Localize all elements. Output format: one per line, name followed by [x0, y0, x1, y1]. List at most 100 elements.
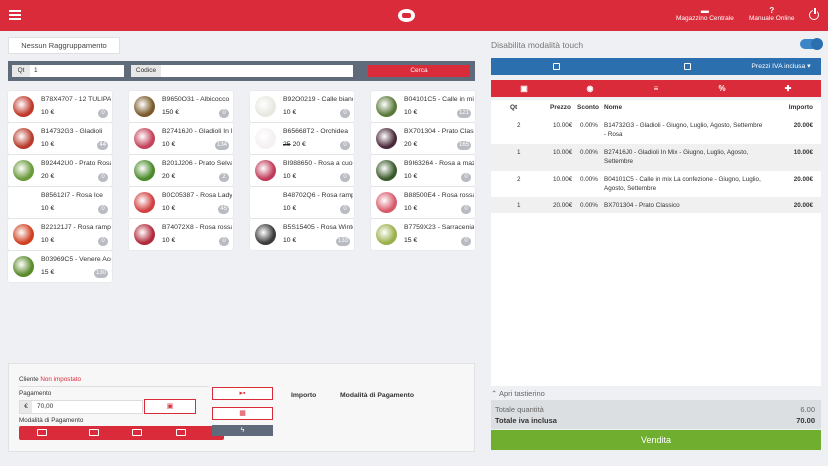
product-card[interactable]: B04101C5 - Calle in mix 10 € 121 — [371, 91, 475, 122]
product-image — [134, 96, 155, 117]
row-name: B14732G3 - Gladioli - Giugno, Luglio, Ag… — [604, 122, 763, 138]
product-card[interactable]: B65668T2 - Orchidea 25 20 € 0 — [250, 123, 354, 154]
stock-badge: 0 — [461, 173, 471, 182]
code-input[interactable] — [161, 65, 353, 77]
product-name: B5S15405 - Rosa Winter — [283, 224, 353, 231]
keypad-toggle[interactable]: ⌃ Apri tastierino — [491, 389, 545, 398]
product-price: 10 € — [283, 173, 296, 180]
col-amount: Importo — [291, 392, 317, 399]
product-price-value: 10 € — [404, 173, 418, 180]
product-image — [255, 96, 276, 117]
stock-badge: 0 — [219, 109, 229, 118]
stock-badge: 0 — [98, 237, 108, 246]
cart-row[interactable]: 2 10.00€ 0.00% B04101C5 - Calle in mix La c… — [491, 171, 821, 197]
cash-icon[interactable] — [37, 429, 47, 436]
add-payment-button[interactable]: ▸▪ — [212, 387, 273, 400]
product-card[interactable]: B85612I7 - Rosa Ice 10 € 0 — [8, 187, 112, 218]
warehouse-button[interactable]: ▬ Magazzino Centrale — [676, 6, 734, 22]
product-image — [13, 256, 34, 277]
product-card[interactable]: B22121J7 - Rosa rampicante 10 € 0 — [8, 219, 112, 250]
product-name: B85612I7 - Rosa Ice — [41, 192, 103, 199]
qty-input[interactable]: 1 — [30, 65, 124, 77]
cart-row[interactable]: 1 10.00€ 0.00% B27416J0 - Gladioli In Mix -… — [491, 144, 821, 171]
product-image — [376, 224, 397, 245]
product-price: 10 € — [162, 141, 175, 148]
flash-button[interactable]: ϟ — [212, 425, 273, 436]
product-image — [255, 160, 276, 181]
product-card[interactable]: B14732G3 - Gladioli 10 € 44 — [8, 123, 112, 154]
stock-badge: 133 — [335, 237, 350, 246]
row-price: 10.00€ — [553, 176, 573, 183]
product-name: B92442U0 - Prato Rosa — [41, 160, 111, 167]
sell-button[interactable]: Vendita — [491, 430, 821, 450]
product-price: 25 20 € — [283, 141, 306, 148]
product-image — [376, 192, 397, 213]
cash-button[interactable]: ▣ — [144, 399, 196, 414]
product-price: 10 € — [283, 237, 296, 244]
voucher-icon[interactable] — [132, 429, 142, 436]
product-card[interactable]: B74072X8 - Rosa rossa 10 € 0 — [129, 219, 233, 250]
product-image — [13, 224, 34, 245]
total-label: Totale iva inclusa — [495, 416, 557, 425]
product-price-value: 20 € — [292, 141, 306, 148]
product-card[interactable]: B78X4707 - 12 TULIPANI 10 € 0 — [8, 91, 112, 122]
gift-button[interactable]: ▦ — [212, 407, 273, 420]
product-card[interactable]: B7759X23 - Sarracenia 15 € 0 — [371, 219, 475, 250]
stock-badge: 165 — [456, 141, 471, 150]
product-card[interactable]: B92442U0 - Prato Rosa 20 € 0 — [8, 155, 112, 186]
product-card[interactable]: B0C05387 - Rosa Lady 10 € 45 — [129, 187, 233, 218]
stock-badge: 0 — [461, 205, 471, 214]
touch-mode-label: Disabilita modalità touch — [491, 40, 584, 50]
product-card[interactable]: B9650O31 - Albicocco 150 € 0 — [129, 91, 233, 122]
document-icon[interactable] — [684, 63, 691, 70]
tag-icon[interactable] — [176, 429, 186, 436]
row-discount: 0.00% — [580, 122, 598, 129]
trash-icon[interactable]: ▣ — [520, 84, 528, 93]
product-name: B88500E4 - Rosa rossa — [404, 192, 474, 199]
add-icon[interactable]: ✚ — [784, 84, 792, 93]
product-image — [255, 192, 276, 213]
product-card[interactable]: BX701304 - Prato Classico 20 € 165 — [371, 123, 475, 154]
percent-icon[interactable]: % — [718, 84, 726, 93]
product-price-value: 15 € — [41, 269, 55, 276]
user-icon[interactable] — [553, 63, 560, 70]
price-mode-select[interactable]: Prezzi IVA inclusa ▾ — [751, 63, 811, 70]
row-amount: 20.00€ — [793, 202, 813, 209]
client-row[interactable]: Cliente Non impostato — [19, 376, 81, 383]
product-card[interactable]: B92O0219 - Calle bianche 10 € 0 — [250, 91, 354, 122]
product-card[interactable]: B27416J0 - Gladioli In Mix 10 € 134 — [129, 123, 233, 154]
product-card[interactable]: B201J206 - Prato Selvatico 20 € 2 — [129, 155, 233, 186]
product-price-value: 10 € — [283, 173, 297, 180]
row-amount: 20.00€ — [793, 176, 813, 183]
stock-badge: 0 — [461, 237, 471, 246]
product-name: B03969C5 - Venere Acchiappamosche — [41, 256, 111, 263]
product-card[interactable]: B03969C5 - Venere Acchiappamosche 15 € 130 — [8, 251, 112, 282]
product-card[interactable]: B48702Q6 - Rosa rampicante 10 € 0 — [250, 187, 354, 218]
product-card[interactable]: B9I63264 - Rosa a mazzo 10 € 0 — [371, 155, 475, 186]
stock-badge: 0 — [98, 173, 108, 182]
product-card[interactable]: B5S15405 - Rosa Winter 10 € 133 — [250, 219, 354, 250]
discount-circle-icon[interactable]: ◉ — [586, 84, 594, 93]
customer-toolbar: Prezzi IVA inclusa ▾ — [491, 58, 821, 75]
list-icon[interactable]: ≡ — [653, 84, 659, 93]
manual-button[interactable]: ? Manuale Online — [749, 6, 795, 22]
touch-mode-toggle[interactable] — [800, 38, 823, 50]
product-price: 10 € — [41, 109, 54, 116]
grouping-button[interactable]: Nessun Raggruppamento — [8, 37, 120, 54]
cart-row[interactable]: 2 10.00€ 0.00% B14732G3 - Gladioli - Giugno… — [491, 117, 821, 144]
search-button[interactable]: Cerca — [368, 65, 470, 77]
power-icon[interactable] — [809, 8, 819, 20]
product-image — [134, 192, 155, 213]
code-label: Codice — [131, 65, 161, 77]
cart-row[interactable]: 1 20.00€ 0.00% BX701304 - Prato Classico 20.… — [491, 197, 821, 213]
cart-toolbar: ▣ ◉ ≡ % ✚ — [491, 80, 821, 97]
total-qty-label: Totale quantità — [495, 405, 544, 414]
product-old-price: 25 — [283, 141, 291, 148]
product-card[interactable]: BI988650 - Rosa a cuore 10 € 0 — [250, 155, 354, 186]
total-value: 70.00 — [796, 416, 815, 425]
payment-amount-field[interactable]: € 70,00 — [19, 400, 143, 414]
product-card[interactable]: B88500E4 - Rosa rossa 10 € 0 — [371, 187, 475, 218]
card-icon[interactable] — [89, 429, 99, 436]
menu-icon[interactable] — [9, 10, 21, 20]
row-amount: 20.00€ — [793, 122, 813, 129]
